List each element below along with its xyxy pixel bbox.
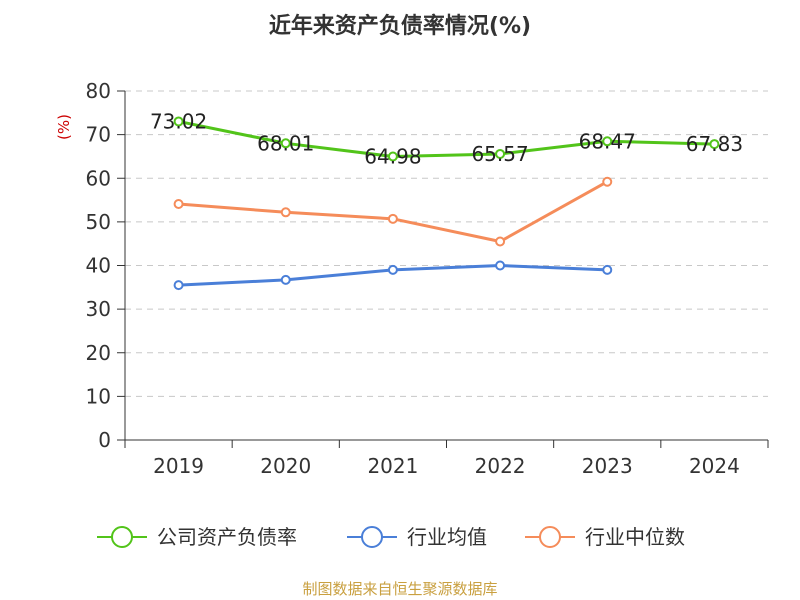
legend-marker — [361, 526, 383, 548]
data-point — [280, 274, 291, 285]
data-point — [495, 260, 506, 271]
data-point — [602, 136, 613, 147]
x-tick-label: 2021 — [367, 454, 418, 478]
y-tick-label: 40 — [86, 254, 111, 278]
data-label: 65.57 — [471, 142, 528, 166]
y-tick-label: 80 — [86, 79, 111, 103]
legend-marker — [539, 526, 561, 548]
x-tick-label: 2019 — [153, 454, 204, 478]
x-tick-label: 2023 — [582, 454, 633, 478]
legend-item[interactable]: 公司资产负债率 — [97, 525, 297, 549]
y-tick-label: 0 — [98, 428, 111, 452]
data-label: 67.83 — [686, 132, 743, 156]
legend-label: 行业中位数 — [585, 525, 685, 549]
data-point — [173, 280, 184, 291]
y-tick-label: 60 — [86, 166, 111, 190]
legend-item[interactable]: 行业均值 — [347, 525, 487, 549]
gridlines — [125, 90, 768, 397]
series-line — [178, 119, 715, 159]
data-point — [387, 264, 398, 275]
x-tick-label: 2020 — [260, 454, 311, 478]
legend-marker — [111, 526, 133, 548]
source-note: 制图数据来自恒生聚源数据库 — [302, 580, 498, 598]
data-label: 68.47 — [579, 129, 636, 153]
data-point — [495, 148, 506, 159]
legend-label: 公司资产负债率 — [157, 525, 297, 549]
x-tick-label: 2024 — [689, 454, 740, 478]
data-point — [173, 116, 184, 127]
data-point — [280, 138, 291, 149]
y-tick-label: 20 — [86, 341, 111, 365]
legend-item[interactable]: 行业中位数 — [525, 525, 685, 549]
y-tick-label: 70 — [86, 123, 111, 147]
data-label: 68.01 — [257, 131, 314, 155]
data-point — [495, 236, 506, 247]
data-point — [602, 176, 613, 187]
chart-title: 近年来资产负债率情况(%) — [269, 13, 531, 39]
data-point — [280, 207, 291, 218]
data-label: 64.98 — [364, 145, 421, 169]
axes: 0 10 20 30 40 50 60 70 80 2019 2020 2021 2022 2023 202… — [86, 79, 769, 478]
y-tick-label: 10 — [86, 384, 111, 408]
series-layer: 73.02 68.01 64.98 65.57 68.47 67.83 — [150, 109, 743, 291]
y-axis-label: (%) — [55, 114, 73, 140]
data-point — [387, 213, 398, 224]
y-tick-label: 50 — [86, 210, 111, 234]
data-point — [709, 139, 720, 150]
legend-label: 行业均值 — [407, 525, 487, 549]
y-tick-label: 30 — [86, 297, 111, 321]
data-point — [602, 264, 613, 275]
data-point — [387, 151, 398, 162]
data-point — [173, 198, 184, 209]
data-label: 73.02 — [150, 109, 207, 133]
x-tick-label: 2022 — [475, 454, 526, 478]
series-line — [178, 180, 608, 244]
legend[interactable]: 公司资产负债率 行业均值 行业中位数 — [97, 525, 685, 549]
